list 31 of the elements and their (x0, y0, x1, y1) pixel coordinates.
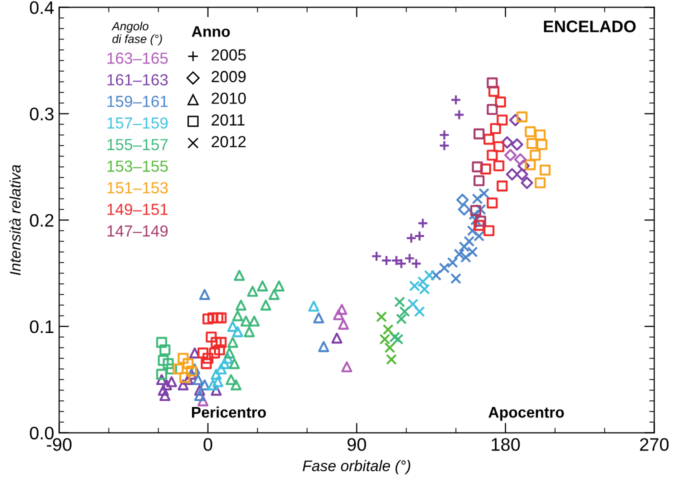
x-axis-title: Fase orbitale (°) (302, 460, 410, 474)
annotation: Pericentro (192, 406, 266, 418)
annotation: 2005 (212, 49, 246, 61)
y-tick-label: 0.2 (30, 214, 54, 227)
y-tick-label: 0.3 (30, 108, 54, 120)
annotation: Apocentro (488, 407, 564, 421)
annotation: 2009 (212, 70, 246, 82)
text: ENCELADO (544, 20, 636, 32)
x-tick-label: 0 (204, 438, 212, 451)
annotation: 2012 (212, 136, 246, 148)
text: 159–161 (107, 96, 168, 108)
x-tick-label: 270 (640, 438, 669, 451)
text: 151–153 (107, 182, 168, 194)
x-tick-label: -90 (46, 438, 72, 451)
annotation: Anno (192, 26, 230, 37)
y-tick-label: 0.4 (30, 1, 54, 14)
y-tick-label: 0.0 (30, 426, 54, 440)
x-tick-label: 90 (348, 438, 366, 451)
text: 153–155 (107, 160, 168, 172)
annotation: 2010 (212, 92, 246, 104)
y-axis-title: Intensità relativa (9, 164, 21, 276)
x-tick-label: 180 (492, 438, 520, 451)
text: 155–157 (107, 139, 168, 150)
text: 157–159 (107, 117, 168, 129)
text: 163–165 (107, 52, 168, 64)
legend-title: Angolo di fase (°) (111, 22, 162, 46)
text: 149–151 (107, 204, 168, 216)
text: 147–149 (107, 225, 168, 237)
text: 161–163 (107, 74, 168, 86)
annotation: 2011 (212, 114, 244, 126)
y-tick-label: 0.1 (30, 320, 54, 334)
